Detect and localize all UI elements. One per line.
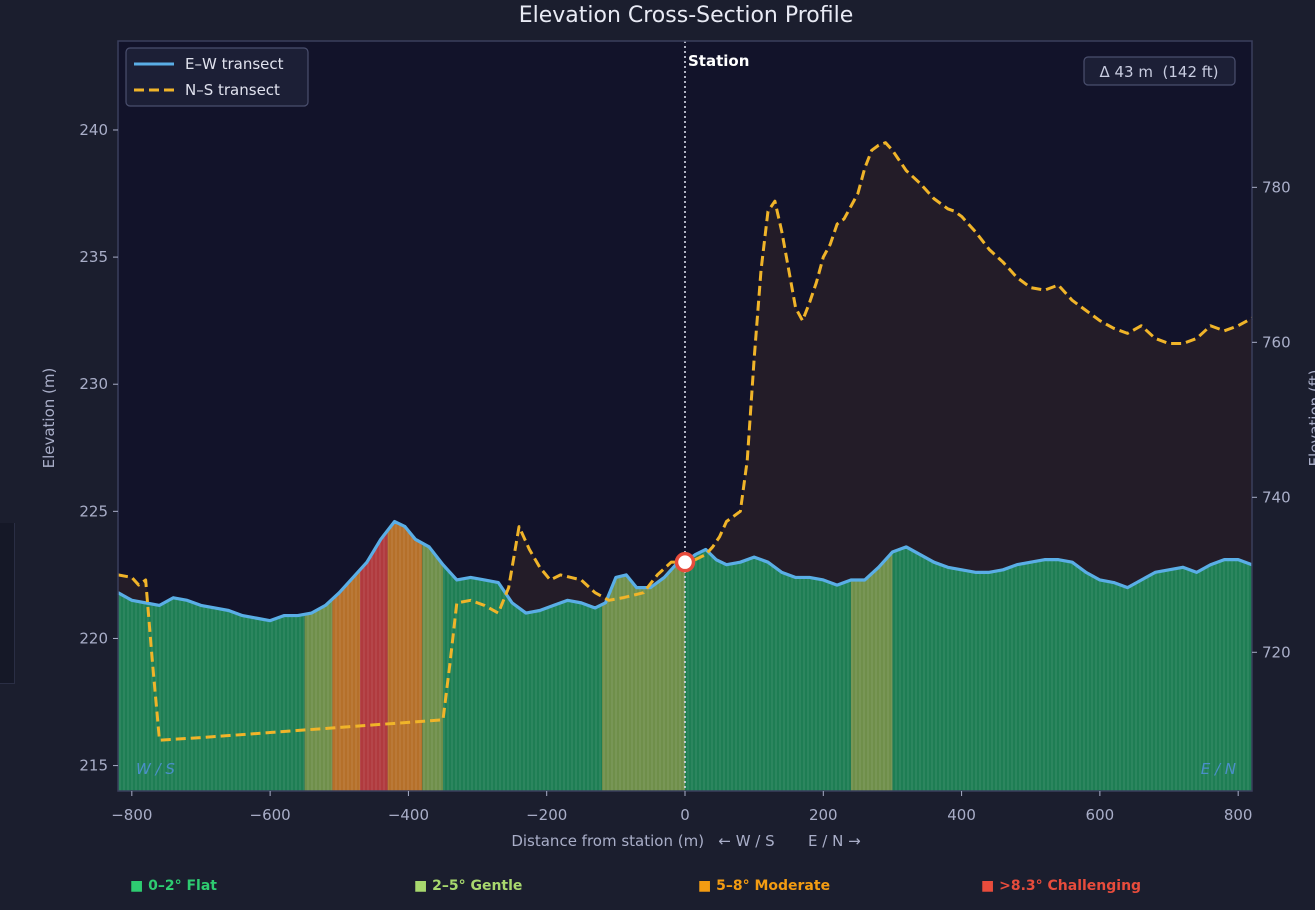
ns-above-fill <box>118 142 1252 621</box>
y-tick-label: 235 <box>79 248 108 266</box>
y2-tick-label: 780 <box>1262 178 1291 196</box>
x-tick-label: −400 <box>388 806 429 824</box>
delta-badge <box>1083 56 1236 86</box>
station-marker <box>674 551 696 573</box>
y2-axis-label: Elevation (ft) <box>1306 369 1315 466</box>
slope-legend-challenging: ■ >8.3° Challenging <box>981 878 1142 894</box>
y-tick-label: 220 <box>79 629 108 647</box>
corner-label-left: W / S <box>136 760 175 778</box>
y2-tick-label: 720 <box>1262 643 1291 661</box>
legend-label-0: E–W transect <box>185 55 284 73</box>
slope-legend-flat: ■ 0–2° Flat <box>130 878 217 894</box>
y-axis-label: Elevation (m) <box>40 368 58 469</box>
y2-tick-label: 740 <box>1262 488 1291 506</box>
y-tick-label: 230 <box>79 375 108 393</box>
annotations: Station Δ 43 m (142 ft) W / S E / N <box>136 52 1236 778</box>
slope-legend-moderate: ■ 5–8° Moderate <box>698 878 831 894</box>
side-panel-edge <box>0 523 15 684</box>
station-label: Station <box>688 52 749 70</box>
legend-label-1: N–S transect <box>185 81 280 99</box>
y-tick-label: 240 <box>79 121 108 139</box>
x-tick-label: 200 <box>809 806 838 824</box>
slope-band-moderate <box>387 521 423 791</box>
x-tick-label: 600 <box>1086 806 1115 824</box>
series-lines <box>117 141 1253 742</box>
legend: E–W transect N–S transect <box>125 47 309 107</box>
x-tick-label: 800 <box>1224 806 1253 824</box>
y-tick-label: 215 <box>79 757 108 775</box>
x-tick-label: 0 <box>680 806 690 824</box>
x-tick-label: −600 <box>250 806 291 824</box>
delta-label: Δ 43 m (142 ft) <box>1099 63 1218 81</box>
y2-tick-label: 760 <box>1262 333 1291 351</box>
axes: −800 −600 −400 −200 0 200 400 600 800 215 220 225 23… <box>40 40 1315 850</box>
x-axis-label: Distance from station (m) ← W / S E / N … <box>511 832 860 850</box>
slope-band-gentle <box>422 521 443 791</box>
x-tick-label: −800 <box>111 806 152 824</box>
x-tick-label: −200 <box>526 806 567 824</box>
ns-area-fill <box>118 142 1252 621</box>
y-tick-label: 225 <box>79 502 108 520</box>
x-tick-label: 400 <box>947 806 976 824</box>
series-line-ns <box>117 141 1253 742</box>
chart-title: Elevation Cross-Section Profile <box>519 3 854 28</box>
corner-label-right: E / N <box>1201 760 1236 778</box>
slope-legend-gentle: ■ 2–5° Gentle <box>414 878 523 894</box>
